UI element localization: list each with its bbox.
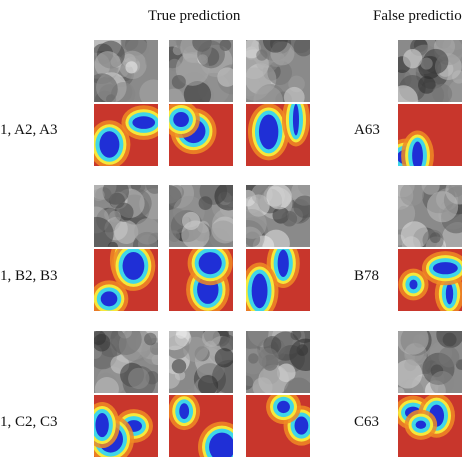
input-image-b-true-1	[94, 185, 158, 247]
input-image-a-true-1	[94, 40, 158, 102]
heatmap-b-true-2	[169, 249, 233, 311]
heatmap-a-true-1	[94, 104, 158, 166]
row-label-a: 1, A2, A3	[0, 122, 58, 138]
input-image-a-true-3	[246, 40, 310, 102]
row-label-c-false: C63	[354, 414, 380, 430]
heatmap-b-true-1	[94, 249, 158, 311]
input-image-a-true-2	[169, 40, 233, 102]
row-label-b-false: B78	[354, 268, 380, 284]
input-image-c-false	[398, 331, 462, 393]
input-image-b-true-2	[169, 185, 233, 247]
input-image-b-false	[398, 185, 462, 247]
input-image-c-true-2	[169, 331, 233, 393]
heatmap-c-true-1	[94, 395, 158, 457]
heatmap-a-false	[398, 104, 462, 166]
input-image-c-true-1	[94, 331, 158, 393]
heatmap-b-true-3	[246, 249, 310, 311]
heatmap-a-true-2	[169, 104, 233, 166]
input-image-b-true-3	[246, 185, 310, 247]
heatmap-b-false	[398, 249, 462, 311]
row-label-b: 1, B2, B3	[0, 268, 58, 284]
row-label-a-false: A63	[354, 122, 380, 138]
false-prediction-header: False predictio	[373, 8, 462, 24]
heatmap-c-true-3	[246, 395, 310, 457]
true-prediction-header: True prediction	[148, 8, 241, 24]
row-label-c: 1, C2, C3	[0, 414, 58, 430]
input-image-c-true-3	[246, 331, 310, 393]
input-image-a-false	[398, 40, 462, 102]
heatmap-c-true-2	[169, 395, 233, 457]
heatmap-c-false	[398, 395, 462, 457]
heatmap-a-true-3	[246, 104, 310, 166]
